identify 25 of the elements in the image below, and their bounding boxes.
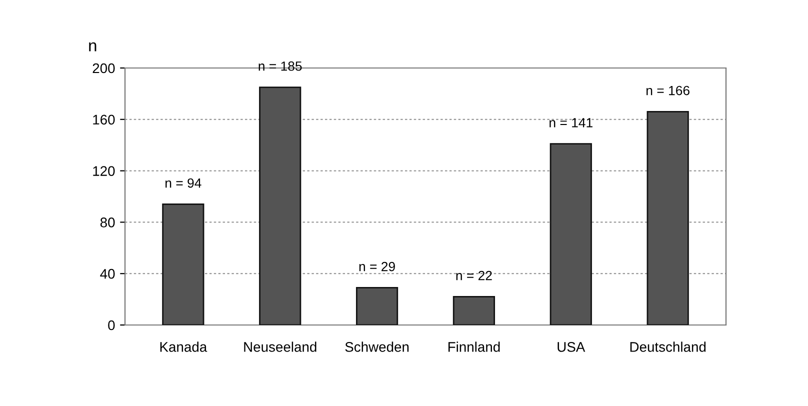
x-tick-label: Neuseeland xyxy=(244,342,316,352)
y-tick-label: 120 xyxy=(93,166,115,176)
y-tick-label: 40 xyxy=(100,268,115,279)
y-axis-title: n xyxy=(89,42,96,52)
data-label: n = 185 xyxy=(258,61,302,71)
x-tick-label: Schweden xyxy=(345,342,409,352)
x-tick-label: Deutschland xyxy=(630,342,706,352)
data-label: n = 141 xyxy=(550,118,592,128)
y-tick-label: 200 xyxy=(92,63,115,74)
bar xyxy=(452,296,496,325)
bar xyxy=(259,86,302,325)
data-label: n = 94 xyxy=(166,178,202,188)
y-tick-label: 0 xyxy=(108,320,115,330)
x-tick-label: Kanada xyxy=(160,342,208,352)
y-tick-label: 160 xyxy=(93,114,115,125)
data-label: n = 22 xyxy=(456,270,492,280)
y-tick-label: 80 xyxy=(100,218,115,228)
bar xyxy=(162,204,204,325)
data-label: n = 29 xyxy=(359,262,395,272)
bar xyxy=(646,110,689,325)
data-label: n = 166 xyxy=(646,86,690,96)
x-tick-label: USA xyxy=(558,342,586,352)
bar xyxy=(550,143,592,325)
x-tick-label: Finnland xyxy=(448,342,500,352)
bar xyxy=(356,287,398,325)
